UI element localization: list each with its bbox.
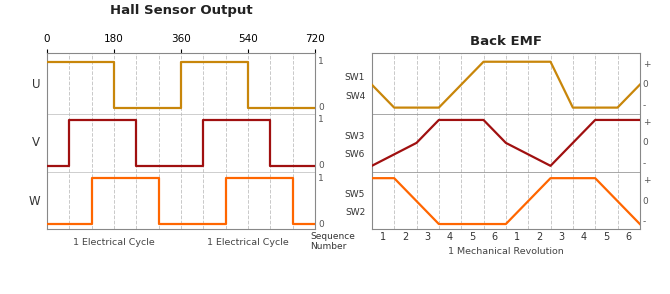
Text: 1: 1 [514,232,520,242]
Text: 1: 1 [318,116,324,124]
Text: SW4: SW4 [345,92,365,101]
Text: V: V [32,136,40,149]
Text: 0: 0 [643,80,649,89]
Text: U: U [31,78,40,91]
Text: 3: 3 [559,232,565,242]
Text: -: - [643,101,646,110]
Title: Back EMF: Back EMF [470,35,542,48]
Text: 6: 6 [626,232,632,242]
Text: 1: 1 [380,232,386,242]
Title: Hall Sensor Output: Hall Sensor Output [110,4,252,17]
Text: 1 Mechanical Revolution: 1 Mechanical Revolution [448,247,563,256]
Text: SW1: SW1 [345,73,365,82]
Text: 5: 5 [469,232,476,242]
Text: 5: 5 [603,232,610,242]
Text: 1: 1 [318,174,324,183]
Text: 0: 0 [318,161,324,170]
Text: 0: 0 [318,220,324,228]
Text: 1 Electrical Cycle: 1 Electrical Cycle [207,238,289,248]
Text: SW5: SW5 [345,190,365,199]
Text: +: + [643,118,651,127]
Text: -: - [643,159,646,168]
Text: SW3: SW3 [345,131,365,141]
Text: 6: 6 [492,232,498,242]
Text: 2: 2 [402,232,409,242]
Text: 0: 0 [318,103,324,112]
Text: -: - [643,217,646,226]
Text: 0: 0 [643,197,649,206]
Text: SW6: SW6 [345,150,365,159]
Text: W: W [29,195,40,208]
Text: +: + [643,59,651,69]
Text: 4: 4 [447,232,453,242]
Text: Sequence
Number: Sequence Number [310,232,355,251]
Text: 3: 3 [425,232,431,242]
Text: 0: 0 [643,138,649,147]
Text: SW2: SW2 [345,208,365,217]
Text: 1: 1 [318,57,324,66]
Text: 1 Electrical Cycle: 1 Electrical Cycle [73,238,155,248]
Text: +: + [643,176,651,185]
Text: 4: 4 [581,232,587,242]
Text: 2: 2 [536,232,543,242]
